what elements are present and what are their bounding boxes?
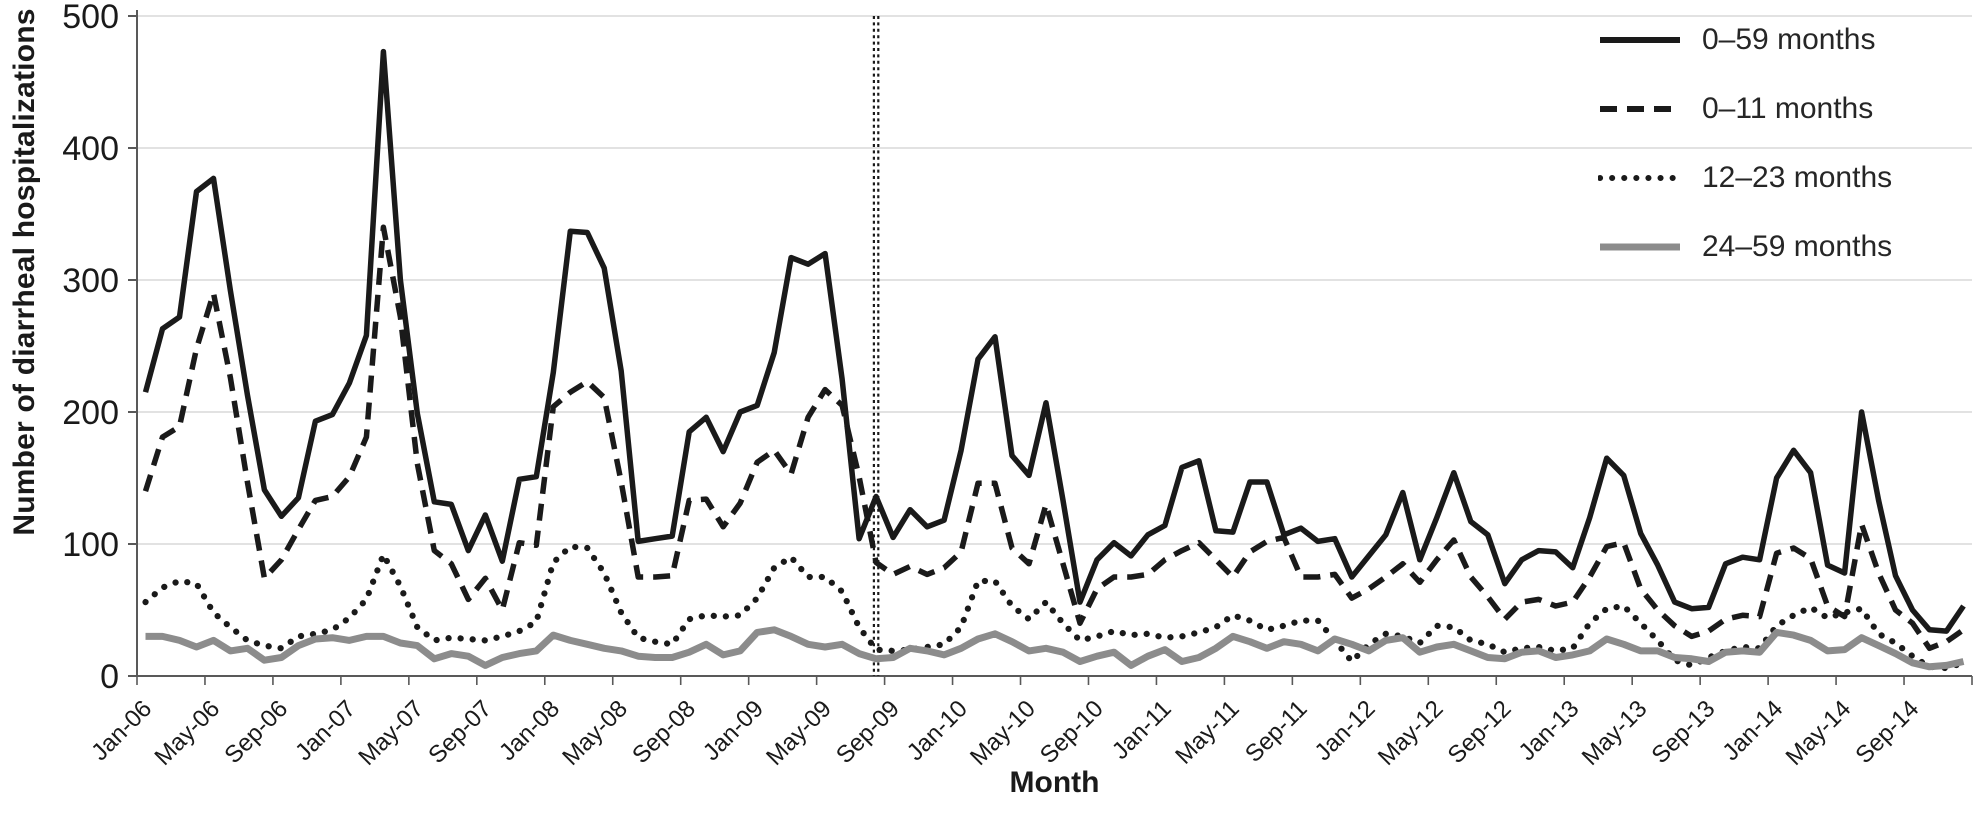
legend-line-solid-gray-icon — [1600, 243, 1680, 251]
series-line-0-59-months — [142, 48, 1966, 634]
x-tick-label: Jan-07 — [290, 695, 361, 766]
x-tick-label: May-07 — [353, 695, 429, 771]
x-tick-label: May-10 — [965, 695, 1041, 771]
x-tick-label: May-12 — [1373, 695, 1449, 771]
legend-item-24-59-months: 24–59 months — [1598, 229, 1958, 265]
x-tick-label: Sep-12 — [1443, 695, 1517, 769]
x-tick-label: Jan-11 — [1107, 695, 1177, 765]
x-tick-label: Sep-07 — [423, 695, 497, 769]
legend-item-0-59-months: 0–59 months — [1598, 22, 1958, 58]
y-tick-label: 0 — [100, 658, 119, 696]
y-tick-label: 500 — [62, 0, 119, 36]
x-tick-label: Jan-06 — [86, 695, 157, 766]
legend-label: 12–23 months — [1702, 161, 1893, 194]
legend-line-dotted-icon — [1598, 175, 1682, 181]
x-tick-label: Sep-11 — [1240, 695, 1313, 768]
x-axis-title: Month — [1009, 766, 1100, 799]
x-tick-label: Sep-09 — [831, 695, 905, 769]
y-tick-label: 400 — [62, 130, 119, 168]
series-line-12-23-months — [142, 543, 1967, 672]
x-tick-label: Jan-10 — [902, 695, 973, 766]
x-tick-label: Sep-14 — [1850, 695, 1924, 769]
x-tick-label: May-11 — [1170, 695, 1244, 769]
legend-label: 24–59 months — [1702, 230, 1893, 263]
x-tick-label: Jan-13 — [1513, 695, 1584, 766]
x-tick-label: May-14 — [1781, 695, 1857, 771]
x-tick-label: Jan-09 — [698, 695, 769, 766]
legend-label: 0–11 months — [1702, 92, 1874, 125]
legend-line-dashed-icon — [1600, 106, 1680, 112]
x-tick-label: May-08 — [557, 695, 633, 771]
x-tick-label: Sep-10 — [1035, 695, 1109, 769]
legend-item-12-23-months: 12–23 months — [1598, 160, 1958, 196]
x-tick-label: Sep-06 — [219, 695, 293, 769]
x-tick-label: May-09 — [761, 695, 837, 771]
x-tick-label: Jan-08 — [494, 695, 565, 766]
x-tick-label: Sep-13 — [1647, 695, 1721, 769]
series-line-24-59-months — [145, 626, 1965, 671]
legend-label: 0–59 months — [1702, 23, 1876, 56]
legend: 0–59 months 0–11 months 12–23 months 24–59 … — [1598, 22, 1958, 298]
y-tick-label: 300 — [62, 262, 119, 300]
x-tick-label: Jan-14 — [1717, 695, 1788, 766]
x-tick-label: Sep-08 — [627, 695, 701, 769]
x-tick-label: May-13 — [1577, 695, 1653, 771]
legend-line-solid-icon — [1600, 37, 1680, 43]
y-tick-label: 200 — [62, 394, 119, 432]
legend-item-0-11-months: 0–11 months — [1598, 91, 1958, 127]
x-tick-label: May-06 — [150, 695, 226, 771]
y-tick-label: 100 — [62, 526, 119, 564]
x-tick-label: Jan-12 — [1310, 695, 1381, 766]
